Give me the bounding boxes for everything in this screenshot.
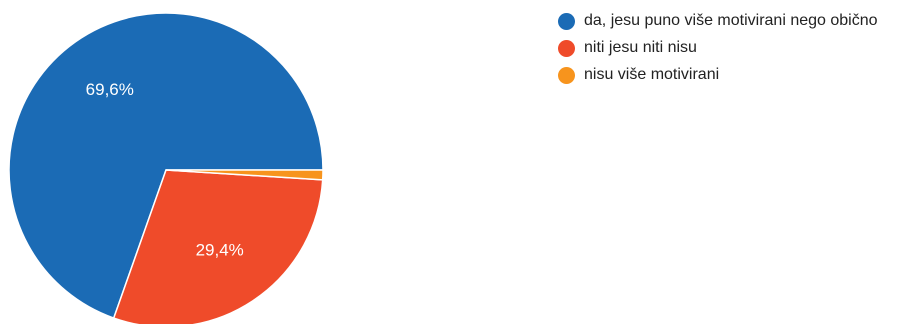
legend-swatch-2: [558, 40, 575, 57]
legend-item-1[interactable]: da, jesu puno više motivirani nego običn…: [558, 12, 898, 33]
legend-swatch-1: [558, 13, 575, 30]
pie-slice-1[interactable]: [8, 12, 324, 320]
legend-label-1: da, jesu puno više motivirani nego običn…: [584, 12, 878, 29]
chart-legend: da, jesu puno više motivirani nego običn…: [558, 12, 898, 93]
legend-item-2[interactable]: niti jesu niti nisu: [558, 39, 898, 60]
pie-slice-2[interactable]: [112, 169, 324, 324]
pie-data-label-2: 29,4%: [196, 241, 244, 260]
legend-item-3[interactable]: nisu više motivirani: [558, 66, 898, 87]
pie-slice-3[interactable]: [165, 169, 324, 181]
legend-label-3: nisu više motivirani: [584, 66, 720, 83]
pie-data-label-1: 69,6%: [86, 80, 134, 99]
legend-swatch-3: [558, 67, 575, 84]
pie-chart: 69,6% 29,4%: [8, 12, 324, 324]
legend-label-2: niti jesu niti nisu: [584, 39, 697, 56]
